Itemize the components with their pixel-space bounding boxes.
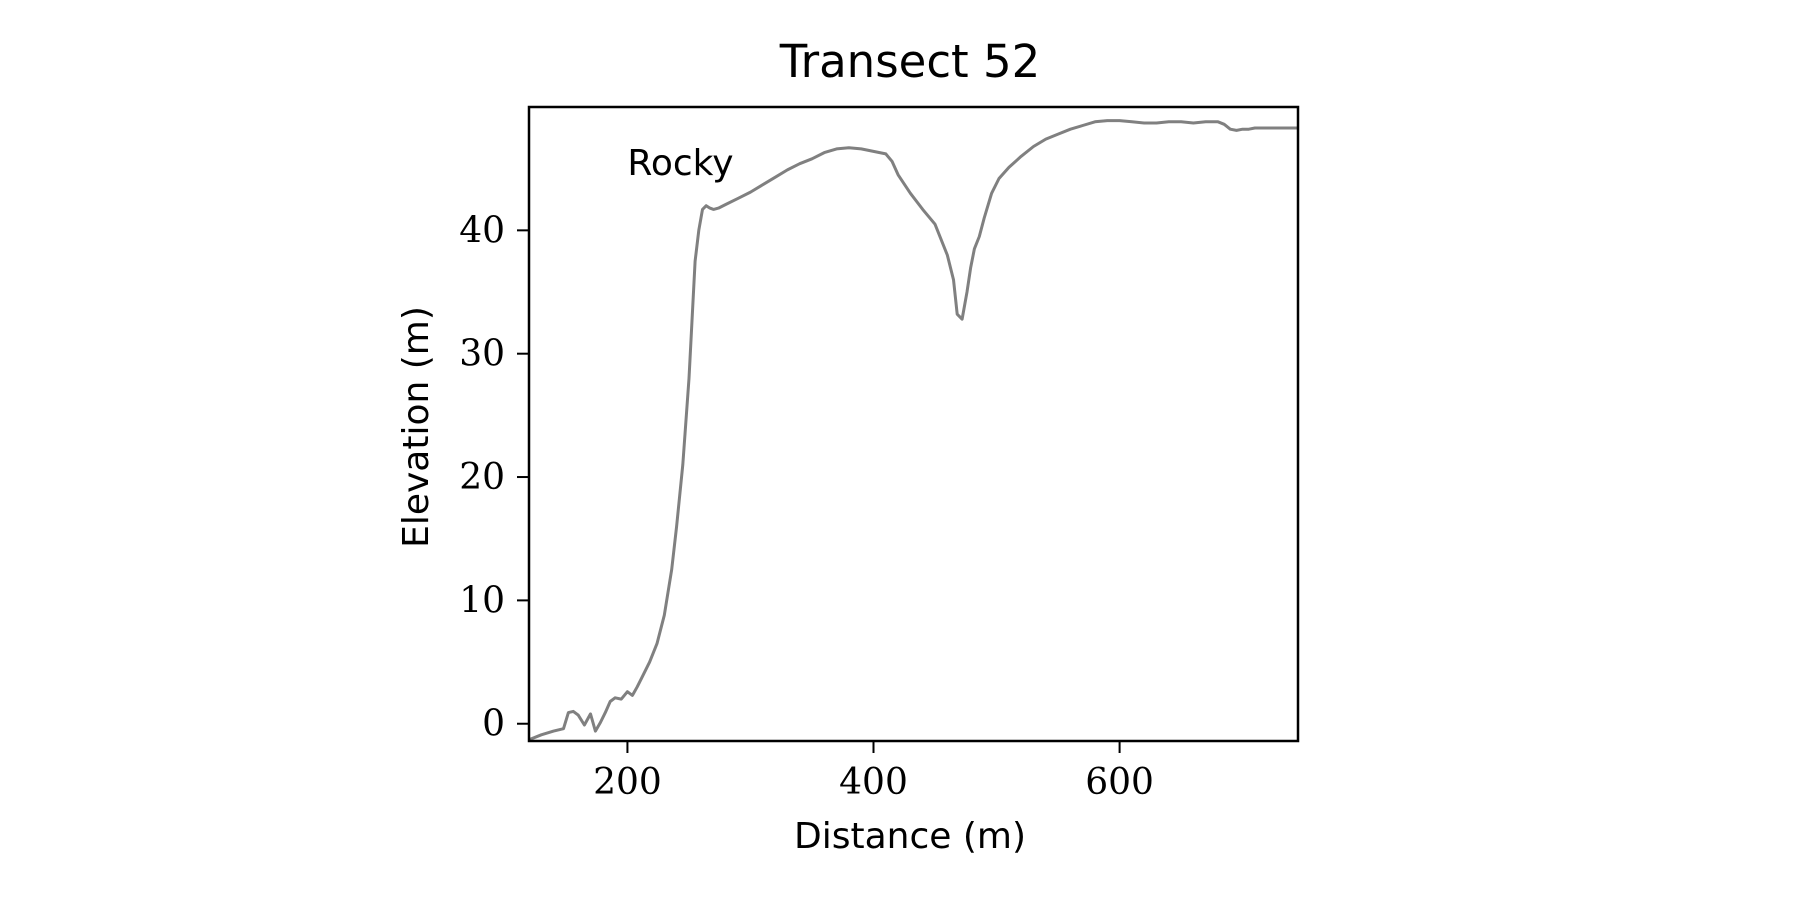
plot-area-frame	[527, 105, 1300, 743]
y-axis-ticks: 0 10 20 30 40	[459, 210, 529, 745]
y-tick-label: 40	[459, 210, 505, 251]
annotation-layer: Rocky	[627, 143, 733, 184]
y-tick-label: 10	[459, 580, 505, 621]
chart-title: Transect 52	[779, 35, 1041, 88]
x-axis-label: Distance (m)	[794, 816, 1026, 857]
y-tick-label: 0	[482, 704, 505, 745]
y-axis-label: Elevation (m)	[396, 306, 437, 548]
x-tick-label: 400	[839, 762, 908, 803]
x-tick-label: 200	[593, 762, 662, 803]
series-line	[529, 119, 1298, 741]
series-layer	[529, 119, 1298, 741]
y-tick-label: 30	[459, 334, 505, 375]
annotation-label: Rocky	[627, 143, 733, 184]
x-axis-ticks: 200 400 600	[593, 741, 1154, 803]
x-tick-label: 600	[1085, 762, 1154, 803]
y-tick-label: 20	[459, 457, 505, 498]
